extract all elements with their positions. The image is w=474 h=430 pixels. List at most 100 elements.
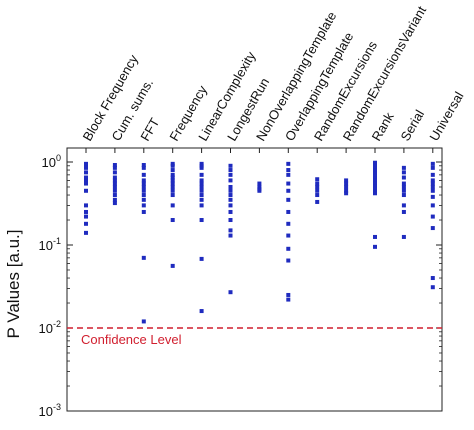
data-point <box>199 218 204 223</box>
category-label: Serial <box>398 107 428 143</box>
data-point <box>401 193 406 198</box>
data-point <box>286 292 291 297</box>
data-point <box>430 226 435 231</box>
data-point <box>228 228 233 233</box>
data-point <box>286 181 291 186</box>
data-point <box>84 170 88 175</box>
data-point <box>141 172 146 177</box>
confidence-threshold: Confidence Level <box>67 327 442 347</box>
data-point <box>430 285 435 290</box>
data-point <box>286 161 291 166</box>
data-point <box>141 193 146 198</box>
y-tick-exponent: -2 <box>53 319 61 329</box>
data-point <box>141 209 146 214</box>
data-point <box>401 184 406 189</box>
data-point <box>228 168 233 173</box>
data-point <box>373 160 377 165</box>
data-point <box>315 181 320 186</box>
data-point <box>430 276 435 281</box>
y-tick-label: 10-2 <box>39 319 61 336</box>
data-point <box>112 184 117 189</box>
data-point <box>141 163 146 168</box>
data-point <box>170 172 175 177</box>
data-point <box>84 203 88 208</box>
data-point <box>199 178 204 183</box>
data-point <box>373 168 377 173</box>
data-point <box>401 170 406 175</box>
data-point <box>228 203 233 208</box>
data-point <box>228 290 233 295</box>
data-point <box>170 193 175 198</box>
data-point <box>344 188 349 193</box>
data-point <box>286 258 291 263</box>
data-point <box>141 178 146 183</box>
data-point <box>401 165 406 170</box>
data-point <box>344 191 349 196</box>
data-point <box>141 188 146 193</box>
data-point <box>112 165 117 170</box>
data-point <box>286 209 291 214</box>
data-point <box>286 221 291 226</box>
data-points <box>84 160 435 324</box>
data-point <box>373 175 377 180</box>
data-point <box>170 178 175 183</box>
data-point <box>430 194 435 199</box>
data-point <box>344 181 349 186</box>
data-point <box>112 170 117 175</box>
category-label: Rank <box>369 109 397 143</box>
data-point <box>228 218 233 223</box>
data-point <box>286 197 291 202</box>
data-point <box>84 221 88 226</box>
data-point <box>84 188 88 193</box>
data-point <box>401 209 406 214</box>
data-point <box>170 203 175 208</box>
confidence-label: Confidence Level <box>81 332 182 347</box>
data-point <box>112 175 117 180</box>
data-point <box>286 233 291 238</box>
data-point <box>430 203 435 208</box>
data-point <box>199 163 204 168</box>
y-tick-exponent: -1 <box>53 236 61 246</box>
data-point <box>170 184 175 189</box>
data-point <box>199 193 204 198</box>
data-point <box>315 199 320 204</box>
data-point <box>228 163 233 168</box>
y-tick-label: 10-3 <box>39 402 61 419</box>
data-point <box>112 197 117 202</box>
data-point <box>286 246 291 251</box>
data-point <box>401 181 406 186</box>
data-point <box>344 184 349 189</box>
data-point <box>170 263 175 268</box>
data-point <box>430 214 435 219</box>
data-point <box>170 168 175 173</box>
data-point <box>170 163 175 168</box>
data-point <box>199 197 204 202</box>
data-point <box>170 175 175 180</box>
category-label: FFT <box>137 115 162 143</box>
data-point <box>84 178 88 183</box>
data-point <box>84 181 88 186</box>
data-point <box>199 181 204 186</box>
data-point <box>84 163 88 168</box>
data-point <box>430 184 435 189</box>
data-point <box>373 234 377 239</box>
y-axis-ticks: 100 10-1 10-2 10-3 <box>39 148 442 419</box>
data-point <box>112 181 117 186</box>
data-point <box>228 197 233 202</box>
data-point <box>199 165 204 170</box>
data-point <box>141 197 146 202</box>
data-point <box>401 188 406 193</box>
data-point <box>141 181 146 186</box>
data-point <box>257 184 262 189</box>
plot-frame <box>66 147 443 412</box>
data-point <box>228 193 233 198</box>
data-point <box>84 230 88 235</box>
data-point <box>170 218 175 223</box>
data-point <box>373 181 377 186</box>
data-point <box>112 201 117 206</box>
data-point <box>430 181 435 186</box>
y-tick-label: 10-1 <box>39 236 61 253</box>
data-point <box>373 184 377 189</box>
data-point <box>315 188 320 193</box>
